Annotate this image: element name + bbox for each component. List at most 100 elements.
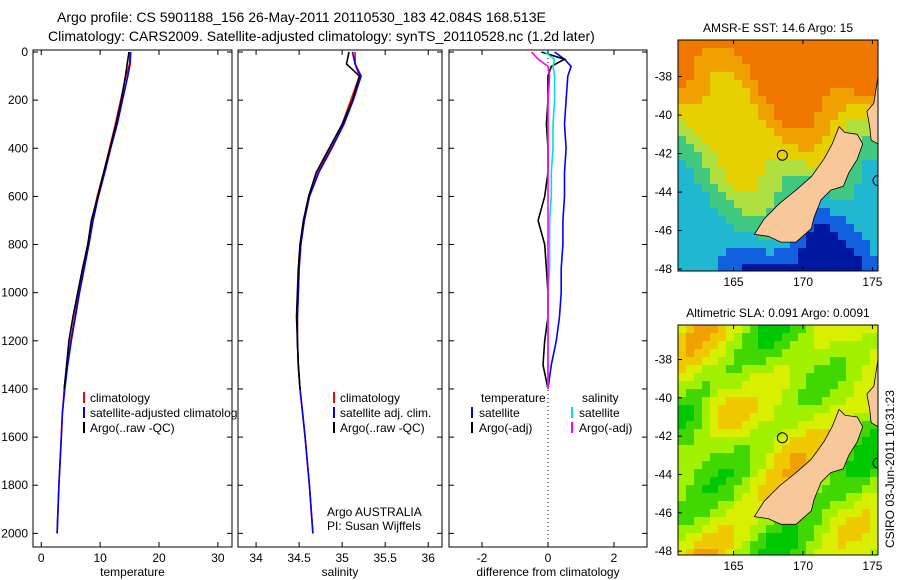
- map-cell: [766, 525, 774, 533]
- map-cell: [846, 240, 854, 248]
- map-cell: [742, 88, 750, 96]
- map-cell: [686, 381, 694, 389]
- map-cell: [694, 200, 702, 208]
- map-cell: [750, 389, 758, 397]
- map-cell: [694, 469, 702, 477]
- map-cell: [718, 445, 726, 453]
- map-cell: [766, 240, 774, 248]
- map-cell: [854, 216, 862, 224]
- map-cell: [726, 168, 734, 176]
- map-cell: [774, 256, 782, 264]
- map-cell: [806, 421, 814, 429]
- map-cell: [798, 373, 806, 381]
- map-cell: [814, 413, 822, 421]
- map-cell: [806, 549, 814, 555]
- map-cell: [814, 517, 822, 525]
- map-cell: [678, 248, 686, 256]
- panel-salinity: 34 34.5 35 35.5 36 salinity climatologysatelli…: [237, 49, 443, 579]
- map-cell: [774, 405, 782, 413]
- map-cell: [726, 256, 734, 264]
- map-cell: [726, 152, 734, 160]
- map-cell: [734, 176, 742, 184]
- map-cell: [702, 48, 710, 56]
- map-cell: [734, 192, 742, 200]
- map-cell: [734, 485, 742, 493]
- map-cell: [694, 248, 702, 256]
- map-cell: [734, 64, 742, 72]
- map-cell: [742, 485, 750, 493]
- map-cell: [694, 485, 702, 493]
- map-cell: [774, 128, 782, 136]
- map-cell: [774, 48, 782, 56]
- map-cell: [870, 485, 878, 493]
- map-cell: [798, 48, 806, 56]
- legend-label: satellite-adjusted climatology: [90, 406, 243, 420]
- map-cell: [702, 40, 710, 48]
- map-cell: [862, 40, 870, 48]
- map-cell: [718, 168, 726, 176]
- map-cell: [870, 72, 878, 80]
- map-cell: [854, 88, 862, 96]
- map-cell: [798, 341, 806, 349]
- map-cell: [758, 208, 766, 216]
- map-cell: [702, 397, 710, 405]
- map-cell: [798, 381, 806, 389]
- map-cell: [726, 248, 734, 256]
- map-cell: [870, 176, 878, 184]
- map-cell: [694, 533, 702, 541]
- map-cell: [862, 120, 870, 128]
- map-cell: [742, 208, 750, 216]
- map-cell: [846, 357, 854, 365]
- map-cell: [806, 80, 814, 88]
- map-cell: [838, 88, 846, 96]
- map-cell: [862, 501, 870, 509]
- map-cell: [846, 405, 854, 413]
- map-cell: [830, 40, 838, 48]
- map-cell: [790, 184, 798, 192]
- series-line-salinity-argo-adj-: [530, 51, 551, 389]
- map-cell: [766, 184, 774, 192]
- map-cell: [814, 80, 822, 88]
- map-cell: [862, 349, 870, 357]
- map-cell: [734, 48, 742, 56]
- map-cell: [774, 144, 782, 152]
- map-cell: [806, 445, 814, 453]
- map-cell: [758, 248, 766, 256]
- map-cell: [734, 333, 742, 341]
- map-cell: [814, 112, 822, 120]
- map-cell: [870, 144, 878, 152]
- map-cell: [742, 224, 750, 232]
- map-cell: [838, 40, 846, 48]
- map-cell: [790, 112, 798, 120]
- map-cell: [678, 96, 686, 104]
- map-cell: [686, 397, 694, 405]
- map-cell: [854, 128, 862, 136]
- map-cell: [686, 136, 694, 144]
- map-cell: [774, 325, 782, 333]
- map-cell: [814, 96, 822, 104]
- argo-position-marker: [776, 432, 788, 444]
- map-cell: [686, 144, 694, 152]
- map-cell: [686, 357, 694, 365]
- map-cell: [710, 64, 718, 72]
- map-cell: [702, 96, 710, 104]
- map-cell: [870, 88, 878, 96]
- map-cell: [750, 397, 758, 405]
- map-cell: [734, 248, 742, 256]
- map-cell: [686, 349, 694, 357]
- map-cell: [758, 477, 766, 485]
- map-cell: [830, 216, 838, 224]
- map-cell: [702, 120, 710, 128]
- map-cell: [806, 88, 814, 96]
- map-cell: [790, 549, 798, 555]
- map-cell: [702, 453, 710, 461]
- map-cell: [870, 184, 878, 192]
- map-cell: [742, 501, 750, 509]
- map-cell: [838, 357, 846, 365]
- map-cell: [830, 341, 838, 349]
- map-cell: [830, 333, 838, 341]
- map-cell: [758, 256, 766, 264]
- map-cell: [814, 541, 822, 549]
- map-cell: [734, 405, 742, 413]
- map-cell: [774, 112, 782, 120]
